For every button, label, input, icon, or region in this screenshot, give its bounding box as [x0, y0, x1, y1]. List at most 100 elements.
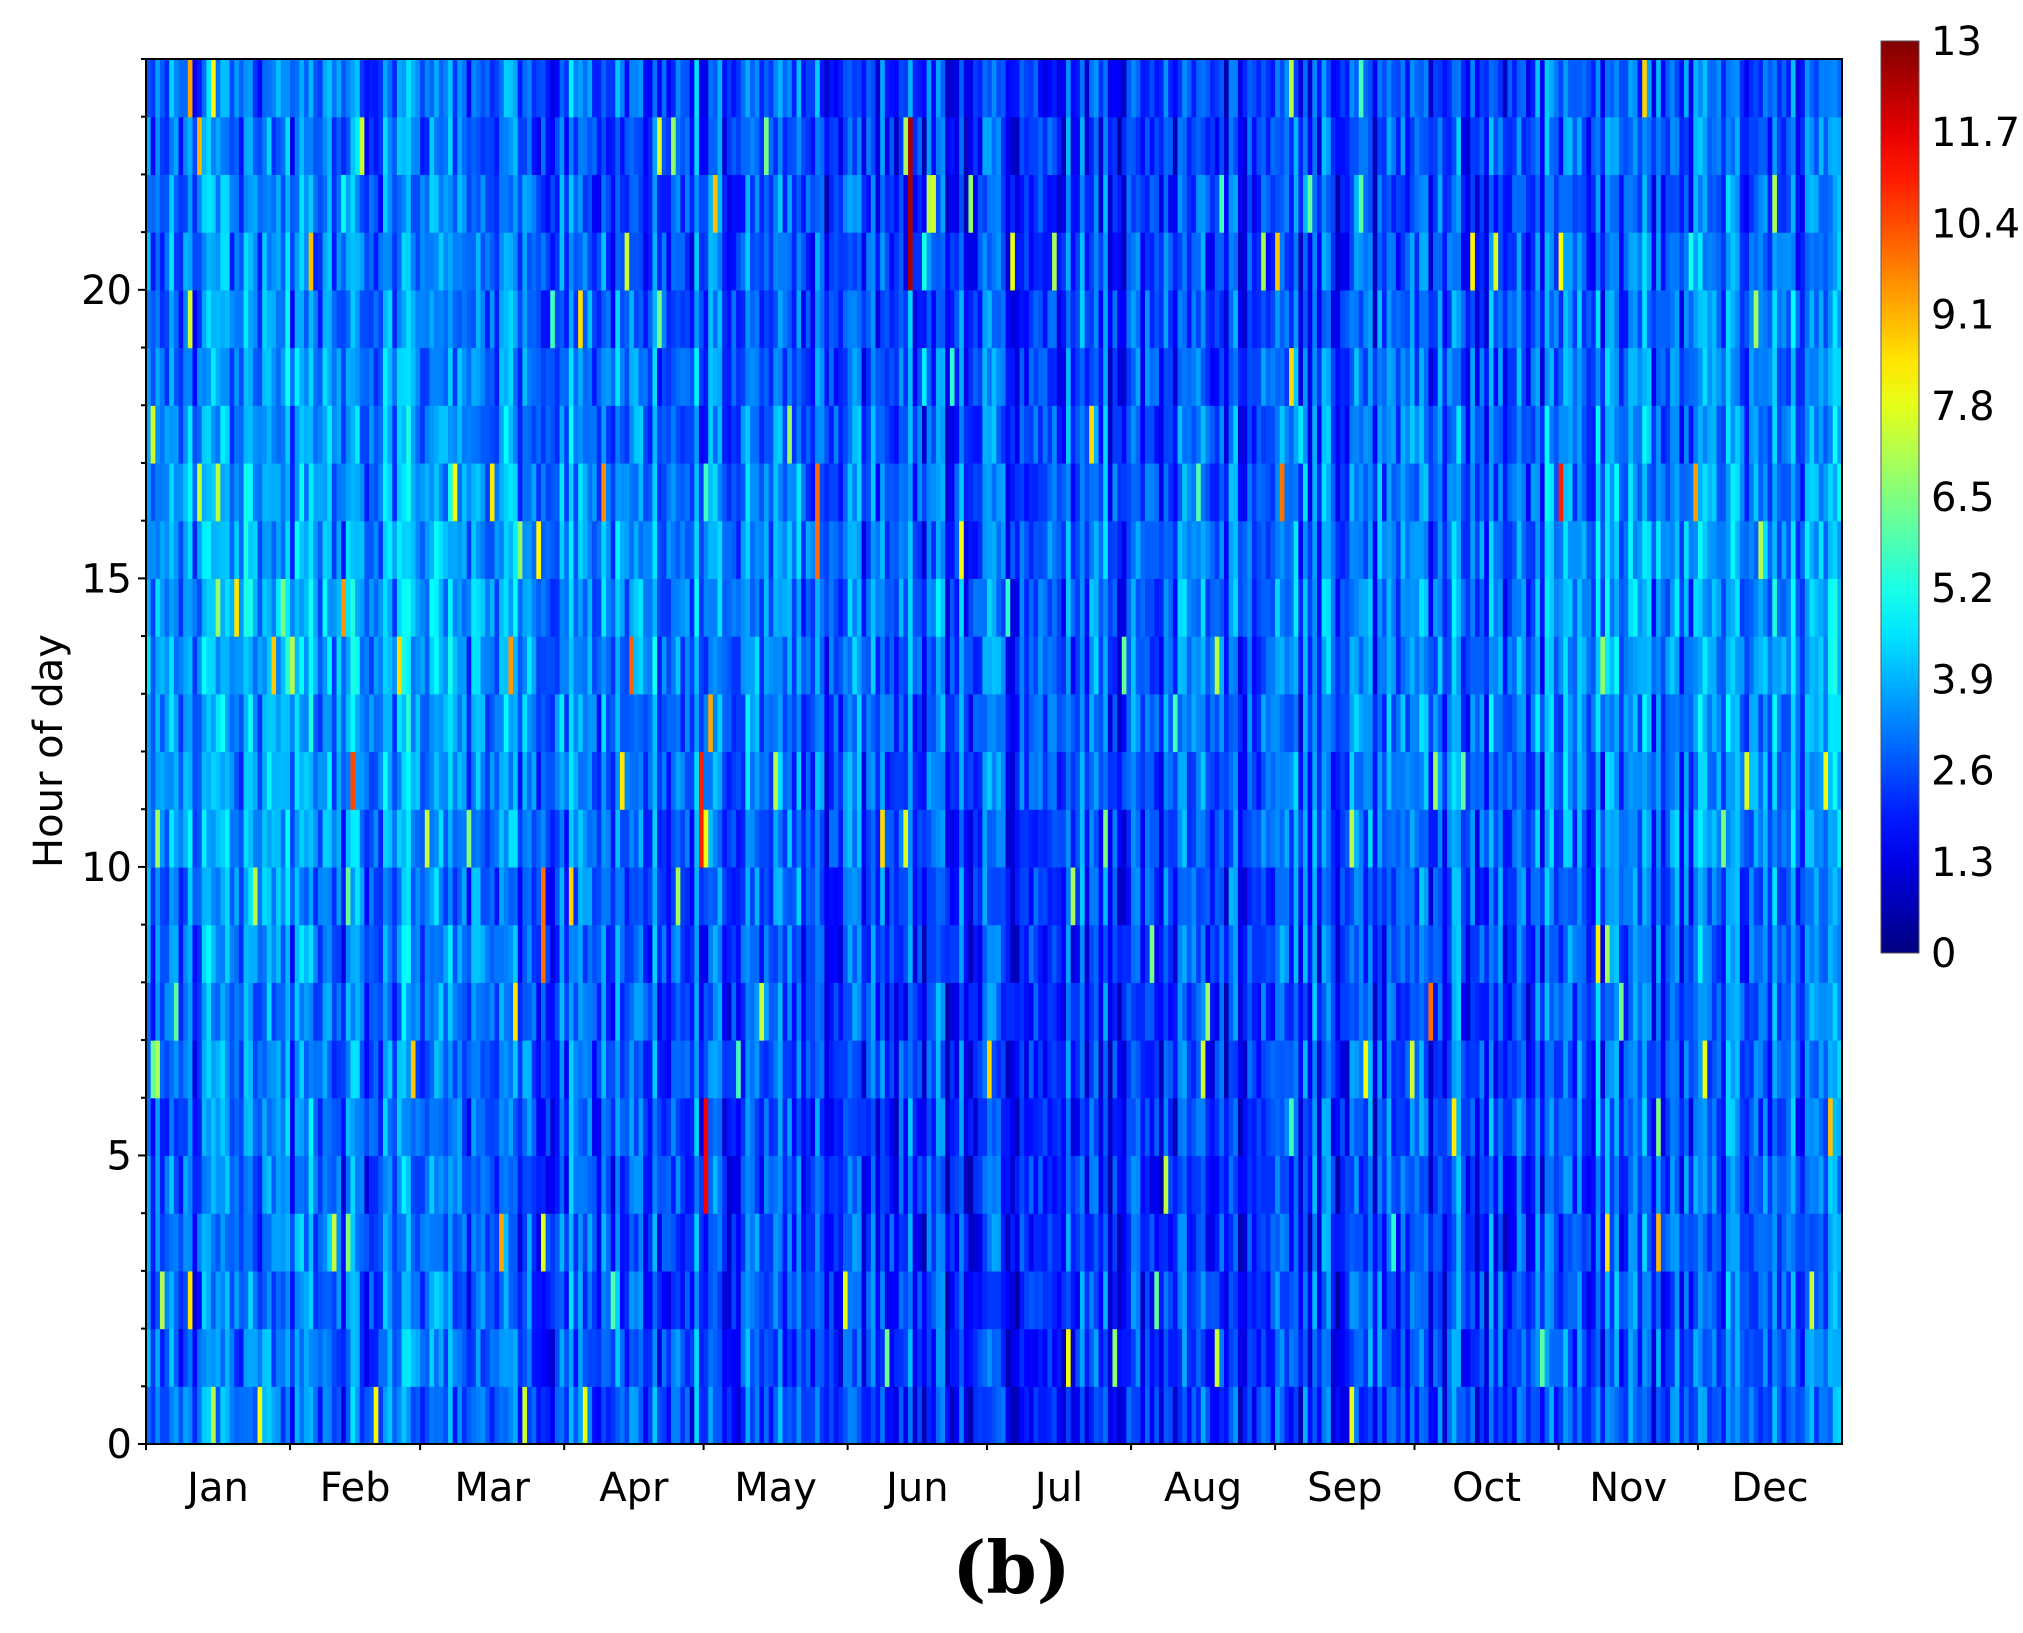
heatmap-cell	[931, 982, 937, 1041]
heatmap-cell	[671, 578, 677, 637]
heatmap-cell	[503, 289, 510, 349]
heatmap-cell	[875, 462, 881, 522]
heatmap-cell	[410, 809, 417, 868]
heatmap-cell	[434, 405, 440, 464]
heatmap-cell	[801, 924, 807, 983]
heatmap-cell	[1052, 1270, 1058, 1330]
heatmap-cell	[1107, 809, 1114, 868]
heatmap-cell	[894, 405, 900, 464]
heatmap-cell	[550, 1040, 556, 1099]
heatmap-cell	[494, 232, 500, 291]
heatmap-cell	[731, 1270, 737, 1330]
heatmap-cell	[712, 405, 719, 464]
heatmap-cell	[903, 1386, 909, 1445]
heatmap-cell	[266, 751, 273, 810]
heatmap-cell	[1005, 693, 1011, 753]
heatmap-cell	[382, 462, 389, 522]
heatmap-cell	[866, 289, 872, 349]
heatmap-cell	[685, 347, 691, 406]
heatmap-cell	[466, 809, 472, 868]
heatmap-cell	[833, 1155, 839, 1214]
heatmap-cell	[303, 809, 310, 868]
heatmap-cell	[150, 462, 156, 522]
heatmap-cell	[392, 1040, 398, 1099]
heatmap-cell	[187, 578, 194, 637]
heatmap-cell	[206, 462, 212, 522]
heatmap-cell	[1089, 462, 1095, 522]
heatmap-cell	[550, 1270, 556, 1330]
heatmap-cell	[894, 1155, 900, 1214]
heatmap-cell	[415, 1040, 421, 1099]
heatmap-cell	[796, 520, 802, 579]
heatmap-cell	[601, 809, 607, 868]
heatmap-cell	[949, 59, 956, 118]
heatmap-cell	[1033, 866, 1039, 926]
heatmap-cell	[647, 1040, 654, 1099]
heatmap-cell	[805, 1328, 812, 1387]
heatmap-cell	[680, 809, 686, 868]
heatmap-cell	[759, 520, 765, 579]
heatmap-cell	[926, 1155, 932, 1214]
heatmap-cell	[689, 578, 695, 637]
heatmap-cell	[763, 405, 770, 464]
heatmap-cell	[364, 693, 370, 753]
heatmap-cell	[197, 1213, 203, 1272]
heatmap-cell	[643, 866, 649, 926]
heatmap-cell	[313, 289, 319, 349]
heatmap-cell	[945, 1270, 951, 1330]
heatmap-cell	[1038, 232, 1044, 291]
heatmap-cell	[327, 462, 333, 522]
heatmap-cell	[513, 1270, 519, 1330]
heatmap-cell	[266, 693, 273, 753]
heatmap-cell	[838, 866, 844, 926]
heatmap-cell	[331, 174, 338, 233]
heatmap-cell	[187, 982, 194, 1041]
heatmap-cell	[1028, 289, 1035, 349]
heatmap-cell	[396, 1155, 403, 1214]
heatmap-cell	[378, 1270, 384, 1330]
heatmap-cell	[1089, 520, 1095, 579]
heatmap-cell	[968, 116, 974, 176]
heatmap-cell	[271, 174, 277, 233]
heatmap-cell	[508, 520, 514, 579]
heatmap-cell	[294, 924, 300, 983]
heatmap-cell	[647, 405, 654, 464]
heatmap-cell	[392, 866, 398, 926]
heatmap-cell	[880, 693, 886, 753]
heatmap-cell	[829, 289, 835, 349]
heatmap-cell	[712, 289, 719, 349]
heatmap-cell	[973, 982, 979, 1041]
heatmap-cell	[438, 59, 444, 118]
heatmap-cell	[345, 636, 352, 695]
heatmap-cell	[810, 866, 816, 926]
heatmap-cell	[578, 405, 584, 464]
heatmap-cell	[155, 289, 161, 349]
heatmap-cell	[782, 289, 788, 349]
heatmap-cell	[829, 59, 835, 118]
heatmap-cell	[921, 1040, 928, 1099]
heatmap-cell	[424, 866, 431, 926]
heatmap-cell	[215, 693, 221, 753]
heatmap-cell	[169, 1040, 175, 1099]
heatmap-cell	[480, 462, 486, 522]
heatmap-cell	[629, 1328, 635, 1387]
heatmap-cell	[601, 866, 607, 926]
heatmap-cell	[661, 982, 668, 1041]
heatmap-cell	[438, 693, 444, 753]
heatmap-cell	[703, 982, 709, 1041]
heatmap-cell	[740, 59, 747, 118]
heatmap-cell	[773, 1270, 779, 1330]
heatmap-cell	[220, 1270, 226, 1330]
heatmap-cell	[977, 116, 983, 176]
heatmap-cell	[280, 232, 286, 291]
heatmap-cell	[722, 174, 728, 233]
heatmap-cell	[531, 116, 537, 176]
heatmap-cell	[420, 1097, 426, 1157]
heatmap-cell	[750, 751, 756, 810]
heatmap-cell	[1061, 924, 1067, 983]
heatmap-cell	[736, 1040, 742, 1099]
heatmap-cell	[629, 809, 635, 868]
heatmap-cell	[842, 1386, 849, 1445]
heatmap-cell	[424, 1270, 431, 1330]
heatmap-cell	[494, 751, 500, 810]
